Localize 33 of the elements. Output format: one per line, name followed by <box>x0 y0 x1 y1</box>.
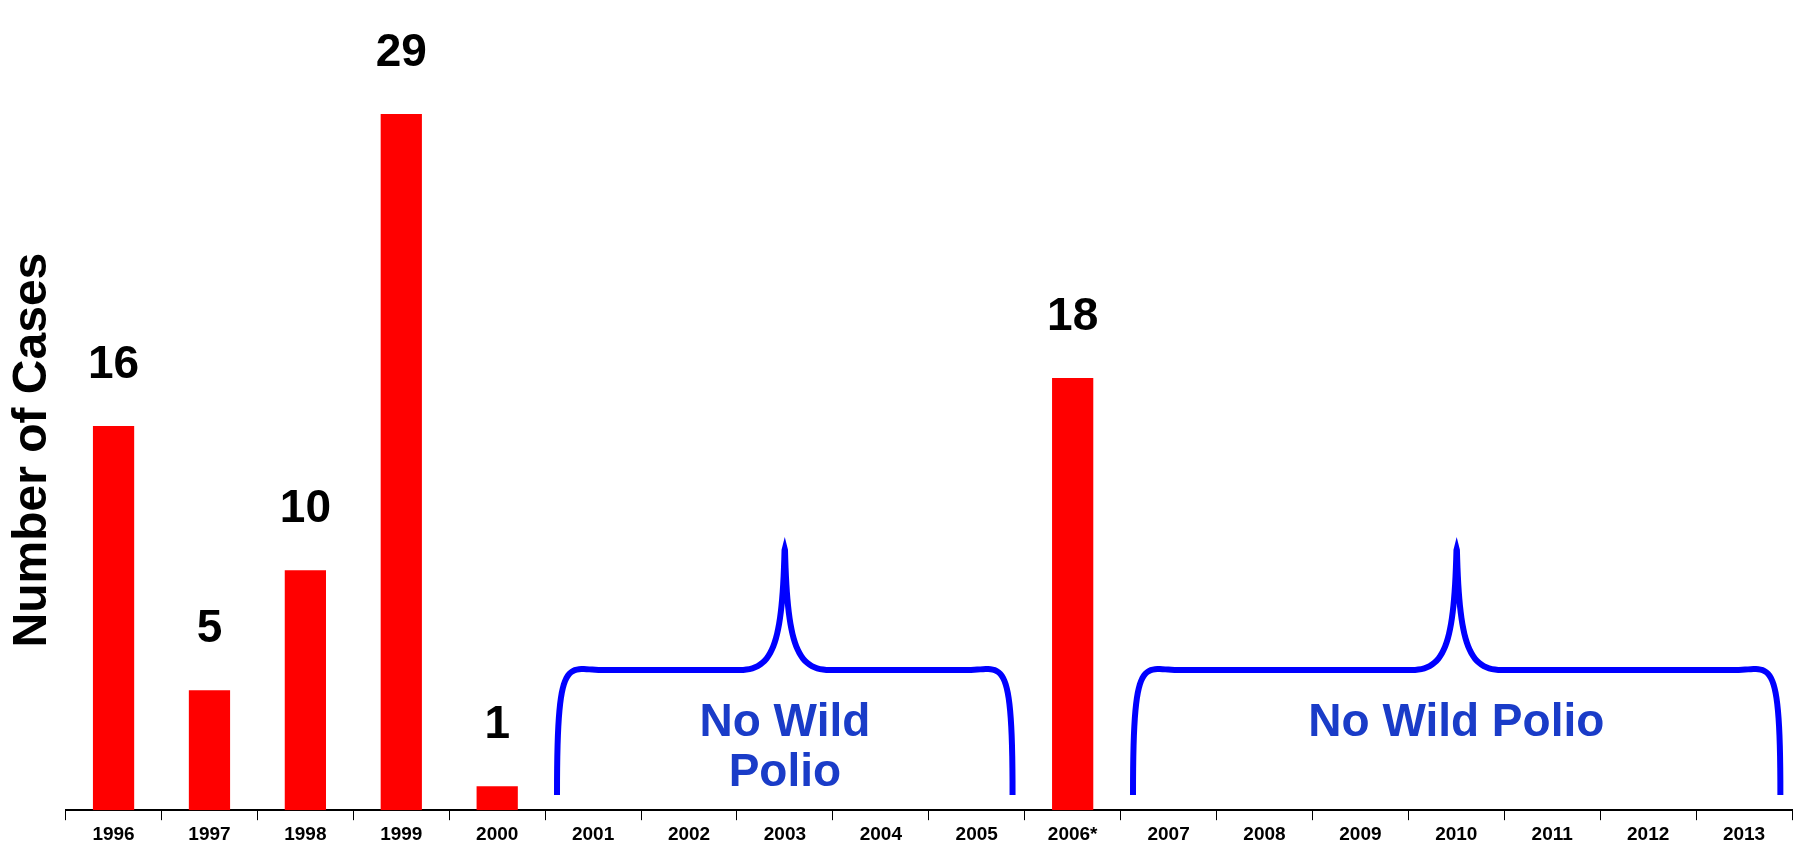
bar <box>476 786 518 811</box>
x-tick-label: 2001 <box>571 822 615 844</box>
x-tick-label: 2007 <box>1147 822 1190 844</box>
x-tick-label: 2002 <box>667 822 711 844</box>
annotation: No Wild Polio <box>698 694 872 797</box>
bar <box>92 426 135 811</box>
data-label: 16 <box>87 335 140 388</box>
x-tick-label: 2003 <box>763 822 807 844</box>
data-label: 18 <box>1047 287 1099 340</box>
y-axis-title: Number of Cases <box>3 252 57 648</box>
x-tick-label: 2000 <box>476 822 519 844</box>
x-tick-label: 2009 <box>1339 822 1382 844</box>
bar <box>188 690 231 811</box>
data-label: 10 <box>279 479 331 532</box>
x-tick-label: 2012 <box>1626 822 1670 844</box>
x-tick-label: 2011 <box>1531 822 1574 844</box>
x-tick-label: 2005 <box>955 822 999 844</box>
annotation: No Wild Polio <box>1307 694 1606 747</box>
x-tick-label: 1999 <box>380 822 423 844</box>
x-tick-label: 2004 <box>859 822 903 844</box>
x-tick-label: 2010 <box>1435 822 1478 844</box>
bar <box>284 570 326 811</box>
x-tick-label: 2008 <box>1243 822 1286 844</box>
bar <box>1052 378 1094 811</box>
bar <box>380 114 422 811</box>
data-label: 5 <box>196 599 223 652</box>
x-tick-label: 2013 <box>1722 822 1766 844</box>
x-tick-label: 1998 <box>284 822 327 844</box>
x-tick-label: 1996 <box>92 822 135 844</box>
data-label: 1 <box>484 695 510 748</box>
data-label: 29 <box>375 23 427 76</box>
x-tick-label: 2006* <box>1047 822 1099 844</box>
x-tick-label: 1997 <box>188 822 231 844</box>
